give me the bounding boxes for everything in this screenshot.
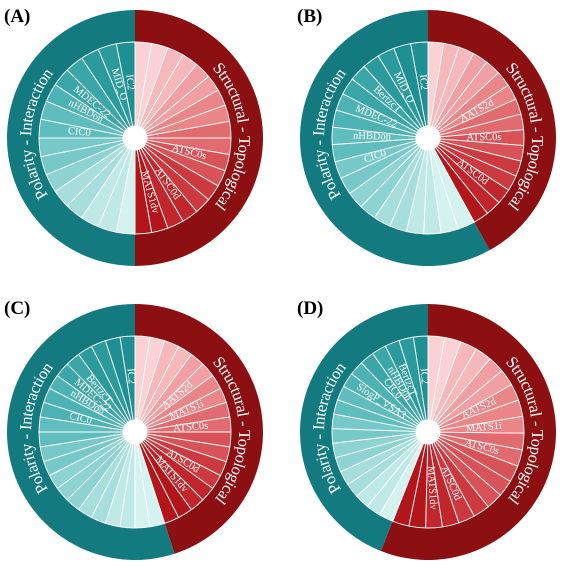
panel-d: (D)AATS2dMATS1iATSC0sATSC0dMATS1dvIC2Ber… (297, 298, 556, 560)
slice-label: IC2 (125, 368, 137, 385)
panel-a: (A)ATSC0sATSC0dMATS1dvIC2MID_OMDEC-22nHB… (4, 6, 263, 266)
panel-label: (D) (297, 298, 323, 319)
panel-c: (C)AATS2dMATS1iATSC0sATSC0dMATS1dvIC2Ber… (4, 298, 263, 560)
center-hole (416, 126, 440, 150)
outer-sector-polarity-interaction (6, 304, 175, 560)
slice-label: IC2 (123, 74, 135, 91)
outer-sector-structural-topological (428, 10, 556, 251)
outer-sector-polarity-interaction (299, 304, 428, 552)
slice-label: IC2 (417, 74, 429, 91)
outer-sector-polarity-interaction (7, 10, 135, 266)
outer-sector-structural-topological (380, 304, 556, 560)
outer-sector-structural-topological (135, 10, 263, 266)
panel-label: (C) (4, 298, 30, 319)
outer-sector-polarity-interaction (299, 10, 490, 266)
center-hole (123, 126, 147, 150)
center-hole (123, 420, 147, 444)
center-hole (416, 420, 440, 444)
slice-label: MATS1dv (425, 466, 439, 511)
panel-b: (B)AATS2dATSC0sATSC0dIC2MID_OBertzcTMDEC… (297, 6, 556, 266)
slice-label: CIC0 (67, 126, 91, 139)
panel-label: (B) (297, 6, 322, 27)
slice-label: IC2 (418, 368, 430, 385)
slice-label: ATSC0s (173, 421, 209, 435)
slice-label: ATSC0s (466, 132, 501, 143)
slice-label: nHBDon (353, 131, 392, 143)
outer-sector-structural-topological (135, 304, 263, 554)
slice-label: CIC0 (68, 411, 93, 427)
slice-label: MATS1i (465, 421, 502, 435)
panel-label: (A) (4, 6, 30, 27)
